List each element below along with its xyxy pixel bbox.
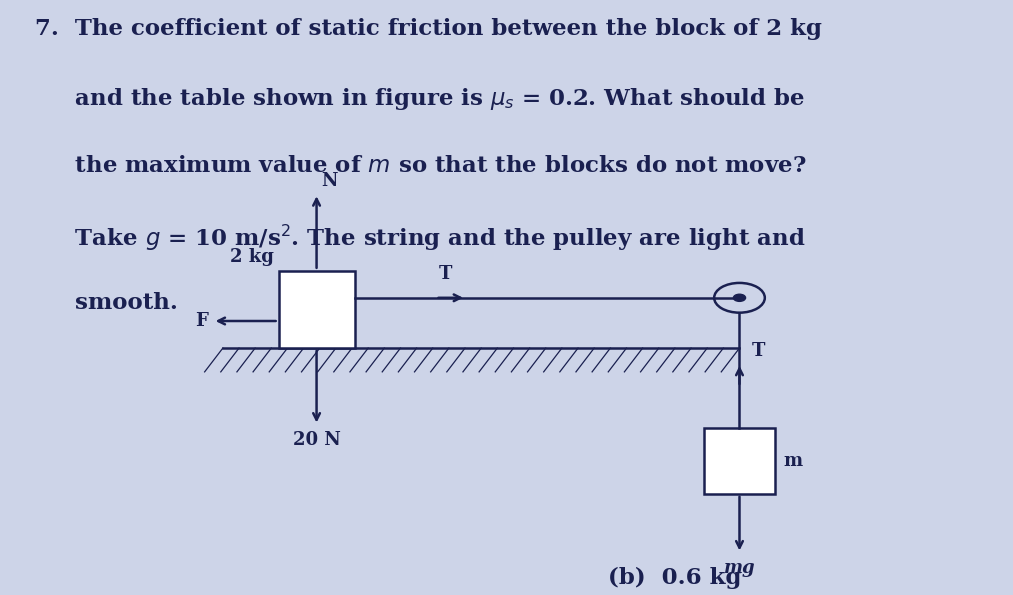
Text: 7.  The coefficient of static friction between the block of 2 kg: 7. The coefficient of static friction be… [35, 18, 823, 40]
Text: the maximum value of $m$ so that the blocks do not move?: the maximum value of $m$ so that the blo… [35, 155, 806, 177]
Text: Take $g$ = 10 m/s$^2$. The string and the pulley are light and: Take $g$ = 10 m/s$^2$. The string and th… [35, 223, 806, 253]
Text: 20 N: 20 N [293, 431, 340, 449]
Text: N: N [322, 173, 338, 190]
Text: T: T [752, 342, 765, 360]
Text: smooth.: smooth. [35, 292, 178, 314]
Text: m: m [783, 452, 802, 470]
Text: mg: mg [723, 559, 756, 577]
Text: and the table shown in figure is $\mu_s$ = 0.2. What should be: and the table shown in figure is $\mu_s$… [35, 86, 805, 112]
Text: F: F [194, 312, 208, 330]
Bar [704, 428, 775, 494]
Text: T: T [439, 265, 453, 283]
Circle shape [733, 295, 746, 302]
Bar [279, 271, 355, 348]
Text: 2 kg: 2 kg [230, 248, 274, 266]
Text: (b)  0.6 kg: (b) 0.6 kg [608, 567, 742, 589]
